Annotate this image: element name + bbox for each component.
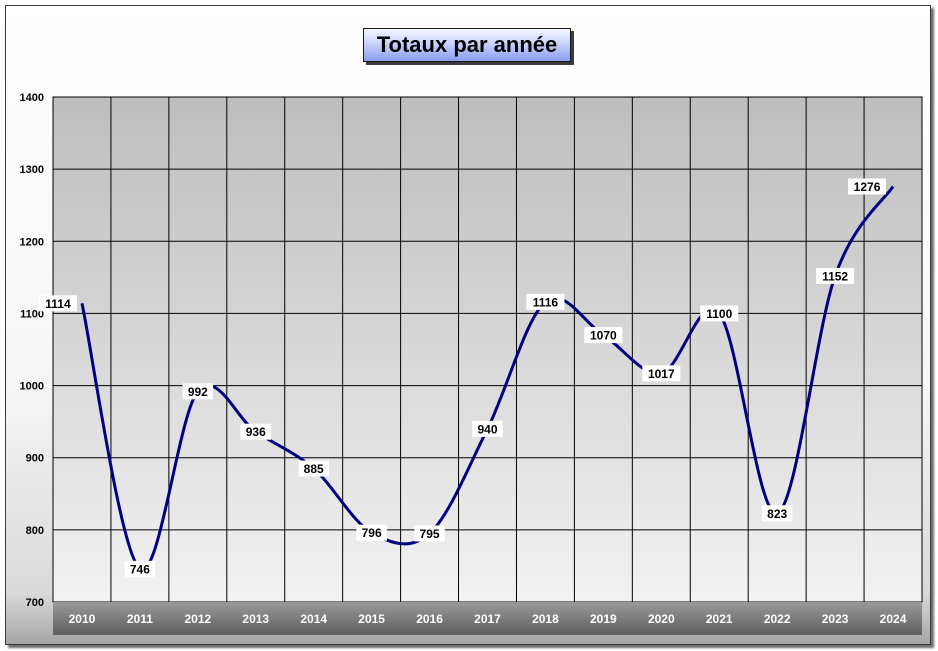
x-tick-label: 2010: [69, 612, 96, 626]
data-label-text: 796: [362, 526, 382, 540]
data-label-box: [584, 327, 623, 344]
x-tick-label: 2011: [127, 612, 153, 626]
x-tick-label: 2024: [880, 612, 907, 626]
y-axis-ticks: 700 800 900 1000 1100 1200 1300 1400: [20, 92, 44, 609]
data-label-text: 823: [767, 507, 787, 521]
data-label: 1070: [584, 327, 623, 344]
x-tick-label: 2020: [648, 612, 675, 626]
plot-area: [52, 96, 923, 603]
x-tick-label: 2022: [764, 612, 791, 626]
x-tick-label: 2021: [706, 612, 733, 626]
y-tick-label: 1000: [20, 381, 44, 393]
data-label-box: [38, 295, 77, 312]
data-label-text: 1116: [533, 295, 559, 309]
x-tick-label: 2013: [242, 612, 269, 626]
x-tick-label: 2014: [300, 612, 327, 626]
data-label: 940: [472, 420, 503, 437]
data-label: 823: [761, 505, 793, 522]
data-label-box: [414, 525, 445, 542]
data-label-box: [298, 460, 329, 477]
data-label-box: [848, 178, 887, 195]
x-tick-label: 2015: [358, 612, 385, 626]
data-label-text: 992: [188, 385, 208, 399]
data-label-box: [240, 423, 272, 440]
data-label-text: 1100: [706, 307, 732, 321]
x-tick-label: 2019: [590, 612, 617, 626]
data-label-box: [124, 560, 156, 577]
y-tick-label: 900: [26, 453, 44, 465]
data-label: 746: [124, 560, 156, 577]
data-label-text: 1152: [822, 269, 848, 283]
y-tick-label: 1200: [20, 236, 44, 248]
data-label: 1152: [816, 267, 855, 284]
data-label-text: 1017: [648, 367, 675, 381]
data-label: 796: [356, 524, 387, 541]
grid-lines: [53, 97, 922, 602]
data-label-text: 1276: [854, 180, 881, 194]
y-tick-label: 1100: [20, 308, 44, 320]
x-axis-ticks: 2010 2011 2012 2013 2014 2015 2016 2017 2018 2019…: [69, 612, 907, 626]
y-tick-label: 700: [26, 597, 44, 609]
data-label-box: [642, 365, 681, 382]
x-tick-label: 2016: [416, 612, 443, 626]
x-tick-label: 2023: [822, 612, 849, 626]
y-tick-label: 1400: [20, 92, 44, 104]
x-axis-band: [53, 602, 922, 635]
data-label-box: [356, 524, 387, 541]
data-label: 1017: [642, 365, 681, 382]
y-tick-label: 800: [26, 525, 44, 537]
data-labels: 1114 746 992 936 885 796 795 940 1116 1070 1017 110…: [38, 178, 887, 577]
data-label-box: [472, 420, 503, 437]
data-label: 1114: [38, 295, 77, 312]
data-label: 1276: [848, 178, 887, 195]
data-label: 936: [240, 423, 272, 440]
data-label-text: 746: [130, 562, 150, 576]
data-label-box: [526, 293, 565, 310]
x-tick-label: 2018: [532, 612, 559, 626]
data-label-text: 795: [420, 527, 440, 541]
data-label-text: 1070: [590, 329, 617, 343]
data-label-text: 936: [246, 425, 266, 439]
x-tick-label: 2012: [184, 612, 211, 626]
data-label-box: [816, 267, 855, 284]
y-tick-label: 1300: [20, 164, 44, 176]
data-label: 1100: [700, 305, 739, 322]
data-label-text: 1114: [45, 297, 71, 311]
data-label-box: [700, 305, 739, 322]
data-label: 1116: [526, 293, 565, 310]
data-label: 885: [298, 460, 329, 477]
data-label-text: 885: [304, 462, 324, 476]
data-label-box: [182, 383, 214, 400]
data-label: 795: [414, 525, 445, 542]
chart-title: Totaux par année: [363, 28, 571, 62]
data-label: 992: [182, 383, 214, 400]
data-label-box: [761, 505, 793, 522]
data-label-text: 940: [477, 422, 497, 436]
x-tick-label: 2017: [474, 612, 501, 626]
